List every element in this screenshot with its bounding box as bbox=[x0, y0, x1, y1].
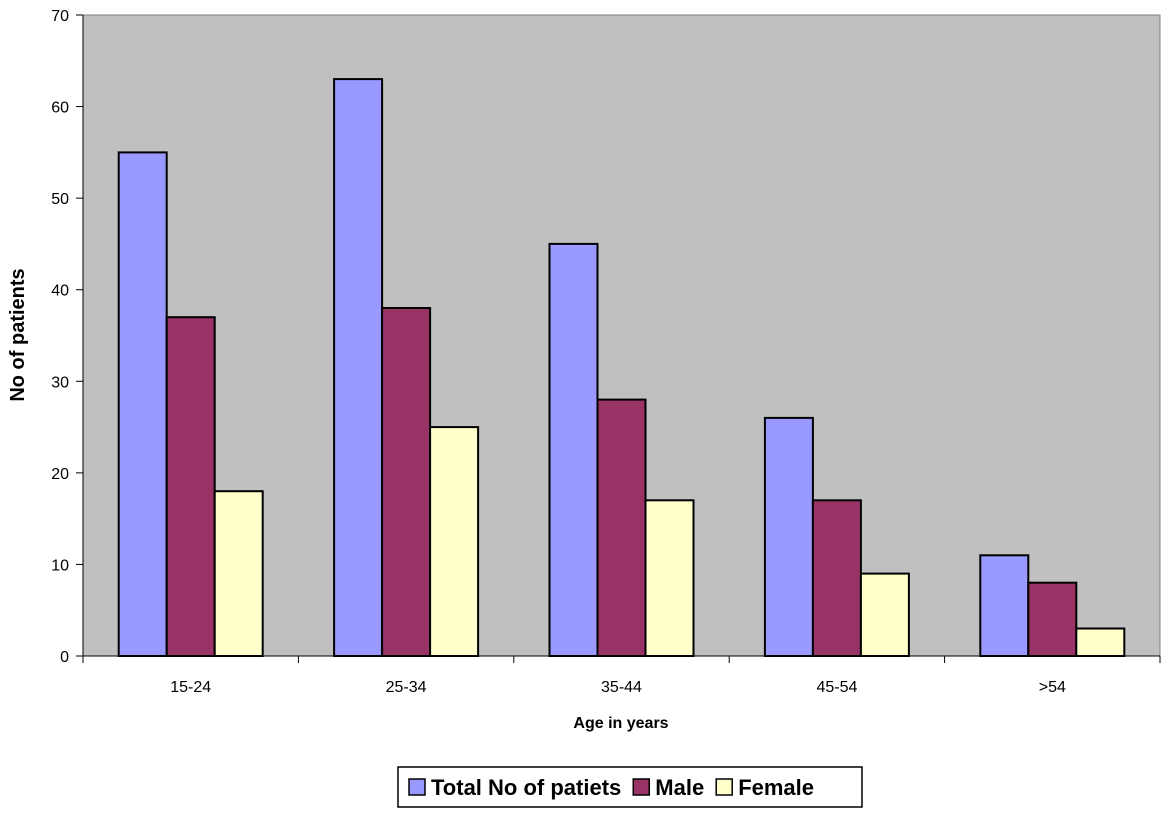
y-tick-label: 0 bbox=[60, 649, 69, 666]
bar-total-no-of-patiets-3544 bbox=[548, 242, 599, 657]
bar-male-54 bbox=[1027, 581, 1078, 658]
legend-frame bbox=[397, 766, 863, 808]
legend-label: Female bbox=[738, 775, 814, 800]
bar-female-54 bbox=[1075, 627, 1126, 657]
x-tick-label: 15-24 bbox=[170, 679, 211, 696]
y-tick-label: 50 bbox=[51, 191, 69, 208]
bars-layer bbox=[117, 78, 1126, 658]
y-tick-label: 70 bbox=[51, 8, 69, 25]
bar-total-no-of-patiets-1524 bbox=[117, 151, 168, 657]
axes-layer: 0 10 20 30 40 50 60 70 15-24 25-34 35-44 45-54 >54 bbox=[51, 8, 1161, 696]
legend-swatch bbox=[408, 778, 426, 796]
bar-male-4554 bbox=[811, 499, 862, 657]
bar-male-3544 bbox=[596, 398, 647, 657]
bar-male-2534 bbox=[381, 307, 432, 657]
y-tick-label: 30 bbox=[51, 374, 69, 391]
y-axis-title: No of patients bbox=[7, 268, 29, 401]
bar-male-1524 bbox=[165, 316, 216, 657]
x-tick-label: 25-34 bbox=[386, 679, 427, 696]
x-tick-label: 45-54 bbox=[816, 679, 857, 696]
legend-swatch bbox=[715, 778, 733, 796]
bar-female-4554 bbox=[859, 572, 910, 657]
x-axis-title: Age in years bbox=[573, 715, 668, 732]
bar-female-2534 bbox=[429, 426, 480, 657]
x-tick-label: 35-44 bbox=[601, 679, 642, 696]
bar-total-no-of-patiets-54 bbox=[979, 554, 1030, 657]
y-tick-label: 10 bbox=[51, 557, 69, 574]
legend-swatch bbox=[632, 778, 651, 796]
bar-female-3544 bbox=[644, 499, 695, 657]
y-tick-label: 20 bbox=[51, 466, 69, 483]
legend-label: Male bbox=[655, 775, 704, 800]
bar-total-no-of-patiets-2534 bbox=[333, 78, 384, 658]
bar-female-1524 bbox=[213, 490, 264, 658]
legend-label: Total No of patiets bbox=[431, 775, 621, 800]
legend: Total No of patiets Male Female bbox=[397, 766, 863, 808]
x-tick-label: >54 bbox=[1039, 679, 1066, 696]
bar-total-no-of-patiets-4554 bbox=[763, 416, 814, 657]
y-tick-label: 60 bbox=[51, 100, 69, 117]
y-tick-label: 40 bbox=[51, 283, 69, 300]
